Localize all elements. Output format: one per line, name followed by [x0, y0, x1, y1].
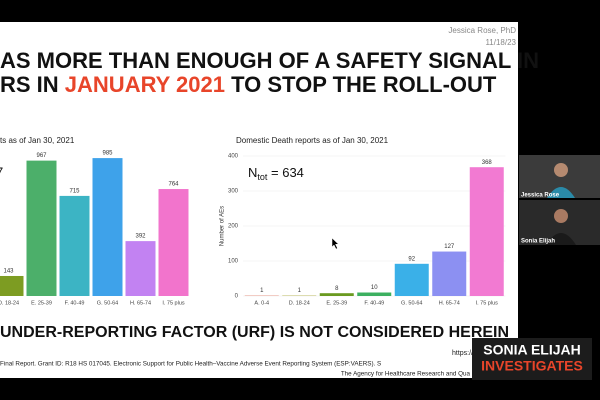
annotation-part: = 634: [267, 165, 304, 180]
bar: [26, 160, 57, 296]
person: [547, 187, 575, 198]
title-part: TO STOP THE ROLL-OUT: [225, 72, 497, 97]
title-line: AS MORE THAN ENOUGH OF A SAFETY SIGNAL I…: [0, 48, 539, 73]
x-tick-label: I. 75 plus: [476, 300, 499, 306]
value-label: 967: [36, 153, 47, 159]
annotation-sub: tot: [257, 172, 268, 182]
bar: [92, 158, 123, 296]
annotation-part: N: [248, 165, 257, 180]
participant-name: Jessica Rose: [521, 193, 560, 199]
x-tick-label: F. 40-49: [65, 300, 85, 306]
participant-name: Sonia Elijah: [521, 239, 555, 245]
person: [554, 163, 568, 177]
cursor: [331, 237, 340, 250]
value-label: 127: [444, 244, 455, 250]
x-tick-label: F. 40-49: [364, 300, 384, 306]
x-tick-label: I. 75 plus: [162, 300, 185, 306]
x-tick-label: G. 50-64: [401, 300, 422, 306]
person: [554, 209, 568, 223]
x-tick-label: D. 18-24: [0, 300, 19, 306]
value-label: 8: [335, 286, 339, 292]
value-label: 1: [298, 288, 302, 294]
y-axis-label: Number of AEs: [220, 206, 226, 246]
x-tick-label: E. 25-39: [326, 300, 347, 306]
title-highlight: JANUARY 2021: [65, 72, 225, 97]
x-tick-label: A. 0-4: [254, 300, 269, 306]
bottom-note: UNDER-REPORTING FACTOR (URF) IS NOT CONS…: [0, 324, 509, 341]
bar: [432, 251, 467, 296]
author: Jessica Rose, PhD: [448, 26, 516, 35]
date: 11/18/23: [485, 38, 516, 47]
person: [546, 233, 576, 245]
title-line: RS IN JANUARY 2021 TO STOP THE ROLL-OUT: [0, 72, 497, 97]
value-label: 764: [168, 182, 179, 188]
value-label: 10: [371, 285, 378, 291]
value-label: 92: [408, 256, 415, 262]
footnote: The Agency for Healthcare Research and Q…: [341, 371, 471, 378]
logo-text: SONIA ELIJAH: [483, 342, 581, 358]
bar: [125, 241, 156, 296]
y-tick-label: 0: [235, 294, 239, 300]
x-tick-label: E. 25-39: [31, 300, 52, 306]
value-label: 368: [482, 160, 493, 166]
logo: [472, 338, 592, 380]
x-tick-label: D. 18-24: [289, 300, 310, 306]
x-tick-label: G. 50-64: [97, 300, 118, 306]
y-tick-label: 200: [228, 224, 239, 230]
bar: [59, 195, 90, 296]
value-label: 1: [260, 288, 264, 294]
x-tick-label: H. 65-74: [130, 300, 151, 306]
value-label: 392: [135, 234, 146, 240]
logo-text: INVESTIGATES: [481, 358, 583, 374]
annotation: Ntot = 634: [248, 165, 304, 182]
link: https://va: [452, 350, 481, 357]
value-label: 143: [3, 269, 14, 275]
annotation: 7: [0, 164, 3, 179]
value-label: 715: [69, 188, 80, 194]
bar: [0, 275, 24, 296]
title-part: RS IN: [0, 72, 65, 97]
bar: [319, 293, 354, 296]
chart-title: ts as of Jan 30, 2021: [0, 136, 75, 145]
y-tick-label: 400: [228, 154, 239, 160]
y-tick-label: 300: [228, 189, 239, 195]
bar: [469, 167, 504, 296]
x-tick-label: H. 65-74: [439, 300, 460, 306]
bar: [158, 189, 189, 296]
footnote: Final Report. Grant ID: R18 HS 017045. E…: [0, 361, 381, 368]
bar: [394, 263, 429, 296]
chart-title: Domestic Death reports as of Jan 30, 202…: [236, 136, 389, 145]
bar: [357, 292, 392, 296]
y-tick-label: 100: [228, 259, 239, 265]
value-label: 985: [102, 151, 113, 157]
